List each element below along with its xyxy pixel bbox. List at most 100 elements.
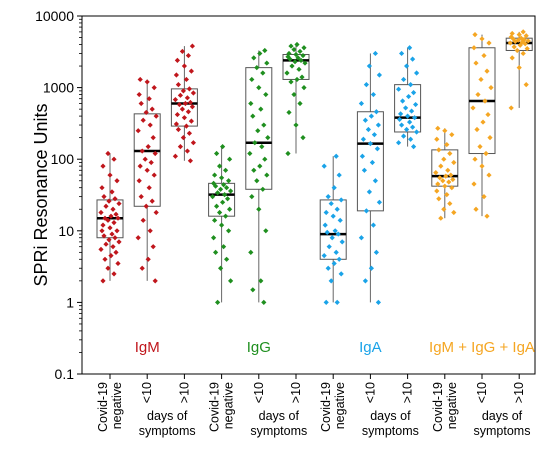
data-point <box>111 220 117 226</box>
data-point <box>521 36 527 43</box>
data-point <box>116 239 122 245</box>
data-point <box>330 213 336 219</box>
data-point <box>472 31 478 38</box>
group-label: IgM + IgG + IgA <box>429 339 535 356</box>
data-point <box>210 194 216 200</box>
data-point <box>99 185 105 191</box>
data-point <box>110 244 116 250</box>
data-point <box>442 128 448 134</box>
data-point <box>322 222 328 228</box>
data-point <box>259 143 265 150</box>
data-point <box>370 222 376 228</box>
data-point <box>329 235 335 241</box>
data-point <box>403 105 409 111</box>
data-point <box>247 150 253 157</box>
data-point <box>433 169 439 176</box>
box-iqr <box>356 111 384 212</box>
data-point <box>256 85 262 91</box>
data-point <box>373 109 379 115</box>
data-point <box>174 111 180 118</box>
category-caption: days of <box>482 409 523 423</box>
data-point <box>365 126 371 133</box>
group-label: IgM <box>135 339 160 356</box>
data-point <box>435 125 441 131</box>
data-point <box>414 70 420 76</box>
data-point <box>284 70 290 76</box>
data-point <box>254 178 260 184</box>
data-point <box>214 150 220 157</box>
data-point <box>188 68 194 74</box>
data-point <box>484 68 490 74</box>
data-point <box>400 98 406 104</box>
data-point <box>98 209 104 216</box>
data-point <box>222 192 228 198</box>
data-point <box>260 186 266 192</box>
data-point <box>323 209 329 216</box>
data-point <box>173 72 179 78</box>
data-point <box>107 225 113 231</box>
data-point <box>137 163 143 169</box>
data-point <box>413 101 419 108</box>
data-point <box>260 70 266 76</box>
data-point <box>359 153 365 159</box>
data-point <box>334 206 340 212</box>
data-point <box>149 198 155 204</box>
data-point <box>220 143 226 150</box>
data-point <box>224 185 230 191</box>
data-point <box>398 111 404 117</box>
data-point <box>331 260 337 267</box>
data-point <box>248 100 254 107</box>
data-point <box>335 231 341 237</box>
data-point <box>486 172 492 178</box>
category-label: >10 <box>401 382 415 403</box>
data-point <box>103 241 109 247</box>
data-point <box>370 91 376 98</box>
data-point <box>255 128 261 134</box>
data-point <box>523 82 529 88</box>
data-point <box>302 60 308 66</box>
data-point <box>144 79 150 85</box>
category-caption: symptoms <box>250 424 307 438</box>
data-point <box>484 213 490 219</box>
data-point <box>333 249 339 255</box>
data-point <box>187 99 193 106</box>
data-point <box>442 183 448 189</box>
data-point <box>518 35 524 41</box>
data-point <box>325 194 331 200</box>
data-point <box>286 109 292 116</box>
data-point <box>399 122 405 128</box>
data-point <box>173 121 179 127</box>
data-point <box>263 228 269 234</box>
data-point <box>249 76 255 83</box>
data-point <box>224 256 230 262</box>
y-tick-label: 100 <box>51 151 75 167</box>
data-point <box>523 33 529 39</box>
data-point <box>451 159 457 166</box>
data-point <box>151 85 157 91</box>
data-point <box>250 113 256 119</box>
data-point <box>144 167 150 173</box>
data-point <box>180 135 186 141</box>
data-point <box>184 95 190 101</box>
data-point <box>325 265 331 271</box>
data-point <box>301 45 307 51</box>
data-point <box>397 116 403 122</box>
data-point <box>147 122 153 128</box>
data-point <box>436 196 442 202</box>
data-point <box>471 45 477 51</box>
data-point <box>297 48 303 55</box>
box-igm-igg-iga-1 <box>468 34 496 217</box>
data-point <box>264 60 270 66</box>
data-point <box>102 215 108 221</box>
data-point <box>362 278 368 284</box>
data-point <box>223 213 229 219</box>
data-point <box>137 76 143 83</box>
data-point <box>257 50 263 57</box>
data-point <box>249 194 255 200</box>
data-point <box>447 200 453 207</box>
data-point <box>251 55 257 61</box>
data-point <box>114 228 120 234</box>
data-point <box>440 178 446 184</box>
